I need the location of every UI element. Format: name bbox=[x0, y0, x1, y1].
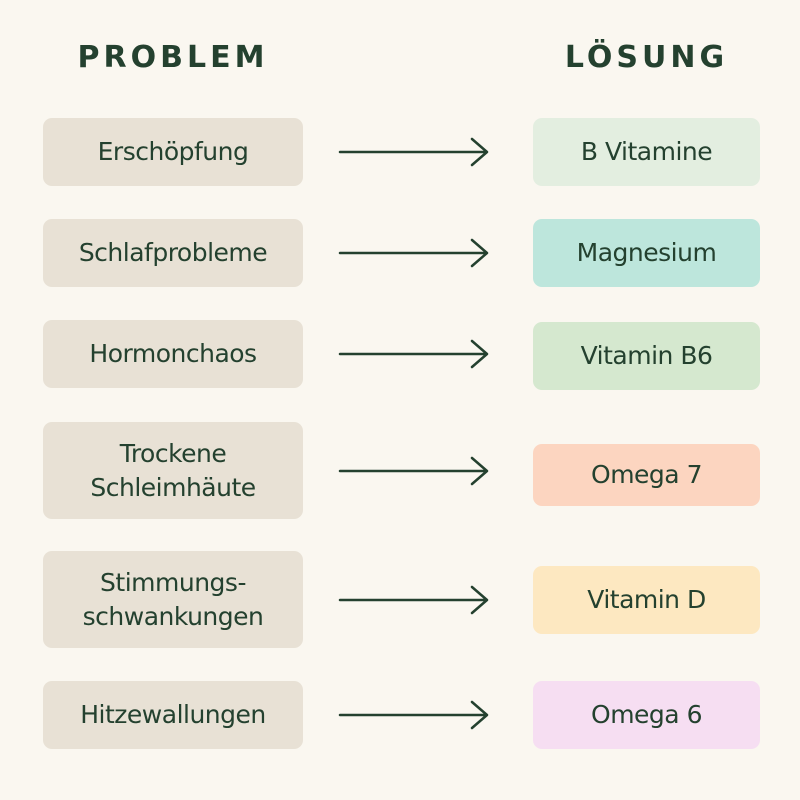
right-arrow-icon bbox=[338, 456, 489, 485]
problem-box: Hitzewallungen bbox=[43, 681, 303, 749]
problem-label: Erschöpfung bbox=[97, 137, 249, 166]
right-arrow-icon bbox=[338, 137, 489, 167]
solution-label: Omega 6 bbox=[591, 700, 702, 729]
solution-box: Omega 6 bbox=[533, 681, 760, 749]
solution-box: Vitamin B6 bbox=[533, 322, 760, 390]
problem-box: Trockene Schleimhäute bbox=[43, 422, 303, 519]
right-arrow-icon bbox=[338, 700, 489, 730]
solution-box: Vitamin D bbox=[533, 566, 760, 634]
solution-label: B Vitamine bbox=[580, 137, 713, 166]
solution-box: B Vitamine bbox=[533, 118, 760, 186]
problem-label: Schlafprobleme bbox=[78, 238, 268, 267]
problem-box: Erschöpfung bbox=[43, 118, 303, 186]
problem-label: Stimmungs- schwankungen bbox=[82, 567, 264, 631]
solution-label: Vitamin B6 bbox=[580, 341, 713, 370]
problem-label: Hitzewallungen bbox=[80, 700, 266, 729]
solution-label: Vitamin D bbox=[587, 585, 706, 614]
problem-label: Trockene Schleimhäute bbox=[90, 438, 256, 502]
problem-box: Hormonchaos bbox=[43, 320, 303, 388]
solution-box: Magnesium bbox=[533, 219, 760, 287]
right-arrow-icon bbox=[338, 339, 489, 369]
problem-header: PROBLEM bbox=[77, 40, 269, 75]
problem-box: Stimmungs- schwankungen bbox=[43, 551, 303, 648]
right-arrow-icon bbox=[338, 238, 489, 268]
solution-header: LÖSUNG bbox=[564, 40, 729, 75]
solution-box: Omega 7 bbox=[533, 444, 760, 506]
problem-box: Schlafprobleme bbox=[43, 219, 303, 287]
right-arrow-icon bbox=[338, 585, 489, 614]
solution-label: Omega 7 bbox=[591, 460, 702, 489]
solution-label: Magnesium bbox=[576, 238, 717, 267]
problem-label: Hormonchaos bbox=[89, 339, 257, 368]
